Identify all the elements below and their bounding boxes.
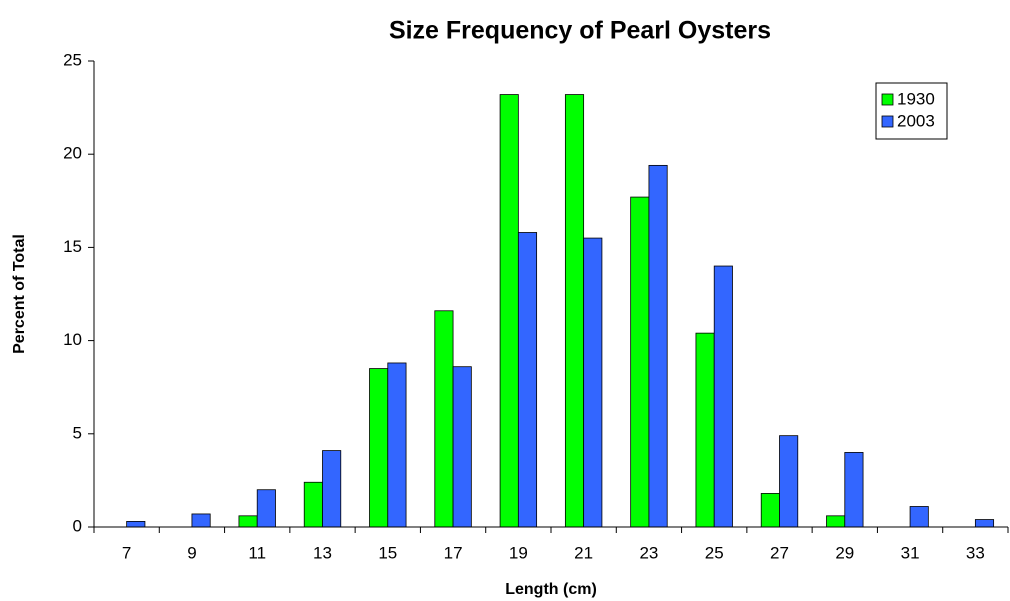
- bar: [126, 521, 146, 528]
- y-tick-label: 15: [63, 237, 82, 256]
- bar: [238, 515, 258, 528]
- bar: [322, 450, 342, 528]
- x-tick-label: 9: [187, 543, 196, 562]
- x-tick-label: 31: [901, 543, 920, 562]
- x-axis-label: Length (cm): [505, 581, 597, 598]
- x-tick-label: 7: [122, 543, 131, 562]
- bar: [648, 164, 668, 528]
- chart-title: Size Frequency of Pearl Oysters: [389, 17, 771, 45]
- legend-swatch: [881, 93, 894, 106]
- x-tick-label: 33: [966, 543, 985, 562]
- x-tick-label: 23: [639, 543, 658, 562]
- y-tick-label: 10: [63, 330, 82, 349]
- y-tick-label: 25: [63, 50, 82, 69]
- x-tick-label: 21: [574, 543, 593, 562]
- x-tick-label: 17: [444, 543, 463, 562]
- bar: [256, 489, 276, 528]
- bar: [434, 310, 454, 528]
- bar: [369, 368, 389, 528]
- bar: [517, 232, 538, 528]
- x-tick-label: 19: [509, 543, 528, 562]
- x-tick-label: 11: [248, 543, 266, 562]
- x-tick-label: 15: [378, 543, 397, 562]
- bar: [452, 366, 472, 528]
- legend-label: 2003: [897, 111, 935, 130]
- legend-box: [875, 82, 948, 140]
- y-tick-label: 0: [73, 516, 82, 535]
- y-tick-label: 5: [73, 423, 82, 442]
- bar: [909, 506, 929, 528]
- x-tick-label: 25: [705, 543, 724, 562]
- bar: [826, 515, 846, 528]
- bar: [387, 362, 407, 528]
- bar: [760, 493, 780, 528]
- legend-label: 1930: [897, 89, 935, 108]
- bar: [303, 481, 323, 528]
- bar: [191, 513, 211, 528]
- bar: [499, 94, 519, 528]
- bar: [844, 452, 864, 528]
- bar: [583, 237, 603, 528]
- bar: [713, 265, 733, 528]
- x-tick-label: 27: [770, 543, 789, 562]
- y-axis-label: Percent of Total: [11, 234, 28, 354]
- legend-swatch: [881, 115, 894, 128]
- x-tick-label: 13: [313, 543, 332, 562]
- x-tick-label: 29: [835, 543, 854, 562]
- bar: [779, 435, 799, 528]
- bar: [630, 196, 650, 528]
- bar: [695, 332, 715, 528]
- y-tick-label: 20: [63, 144, 82, 163]
- bar: [564, 94, 585, 528]
- bar: [974, 519, 995, 528]
